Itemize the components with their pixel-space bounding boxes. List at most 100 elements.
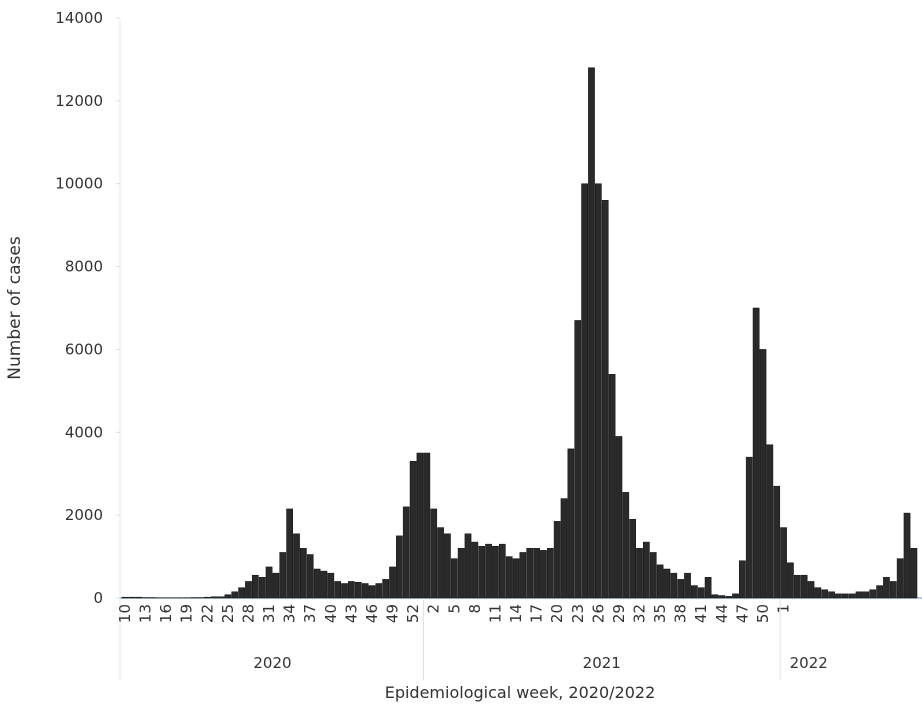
bar xyxy=(718,595,726,599)
x-tick-label: 14 xyxy=(507,604,525,623)
y-tick-label: 14000 xyxy=(55,9,103,27)
bar xyxy=(725,596,733,599)
bar xyxy=(560,498,568,599)
y-axis-label: Number of cases xyxy=(5,236,25,380)
bar xyxy=(375,583,383,599)
x-tick-label: 43 xyxy=(342,604,360,623)
x-tick-label: 31 xyxy=(260,604,278,623)
bar xyxy=(581,183,588,599)
bar xyxy=(341,583,348,599)
bar xyxy=(327,572,335,599)
bar xyxy=(450,558,458,599)
bar xyxy=(293,533,300,599)
x-tick-label: 11 xyxy=(486,604,504,623)
bar xyxy=(382,579,390,599)
bar xyxy=(245,581,252,599)
bar xyxy=(313,568,321,599)
x-tick-label: 1 xyxy=(775,604,793,614)
bar xyxy=(766,444,774,599)
bar xyxy=(793,574,801,599)
x-tick-label: 25 xyxy=(219,604,237,623)
bar xyxy=(739,560,746,599)
bar xyxy=(210,596,218,599)
bar xyxy=(711,594,719,599)
bar xyxy=(649,552,657,599)
bar xyxy=(306,554,314,599)
bar xyxy=(409,461,417,599)
bar xyxy=(492,545,499,599)
bar xyxy=(416,452,424,599)
y-tick-label: 6000 xyxy=(65,340,103,358)
bar xyxy=(512,558,520,599)
bar xyxy=(636,548,643,599)
bar xyxy=(684,572,691,599)
x-tick-label: 2 xyxy=(425,604,443,614)
x-tick-label: 46 xyxy=(363,604,381,623)
x-tick-label: 35 xyxy=(651,604,669,623)
x-tick-label: 22 xyxy=(198,604,216,623)
bar xyxy=(883,577,890,599)
bar xyxy=(251,574,259,599)
bar xyxy=(128,596,136,599)
bar xyxy=(334,581,342,599)
bar xyxy=(135,596,143,599)
bar xyxy=(485,543,492,599)
x-tick-label: 8 xyxy=(466,604,484,614)
bar xyxy=(594,183,602,599)
y-tick-label: 8000 xyxy=(65,258,103,276)
bar xyxy=(444,533,451,599)
bar xyxy=(745,456,753,599)
bar xyxy=(402,506,410,599)
bar xyxy=(670,572,678,599)
bar xyxy=(224,594,232,599)
x-tick-label: 37 xyxy=(301,604,319,623)
bar xyxy=(258,577,266,599)
x-tick-label: 10 xyxy=(116,604,134,623)
bar xyxy=(265,566,273,599)
x-tick-label: 17 xyxy=(528,604,546,623)
bar xyxy=(841,593,849,599)
bar xyxy=(300,548,307,599)
x-tick-label: 5 xyxy=(445,604,463,614)
x-tick-label: 16 xyxy=(157,604,175,623)
x-tick-label: 34 xyxy=(281,604,299,623)
bar xyxy=(203,596,211,599)
bar xyxy=(574,320,582,599)
bar xyxy=(464,533,472,599)
x-tick-label: 19 xyxy=(178,604,196,623)
bar xyxy=(320,570,328,599)
bar xyxy=(505,556,513,599)
bar xyxy=(217,596,225,599)
bar xyxy=(546,548,554,599)
bar xyxy=(354,582,362,599)
y-tick-label: 2000 xyxy=(65,506,103,524)
bar xyxy=(643,541,650,599)
bar xyxy=(656,564,664,599)
bar xyxy=(430,508,438,599)
x-tick-label: 26 xyxy=(589,604,607,623)
bar xyxy=(896,558,904,599)
year-label: 2020 xyxy=(253,654,291,672)
bar xyxy=(389,566,396,599)
y-tick-label: 12000 xyxy=(55,92,103,110)
bar xyxy=(759,349,767,599)
bar xyxy=(821,589,829,599)
x-tick-label: 44 xyxy=(713,604,731,623)
bar xyxy=(423,452,431,599)
x-tick-label: 50 xyxy=(754,604,772,623)
bar xyxy=(828,591,835,599)
bar xyxy=(663,568,671,599)
bar xyxy=(629,519,636,599)
bar xyxy=(691,585,698,599)
bar xyxy=(732,593,739,599)
bar xyxy=(807,581,815,599)
bar xyxy=(121,596,129,599)
bar xyxy=(787,562,794,599)
bar xyxy=(519,552,527,599)
bar xyxy=(231,591,239,599)
x-axis-label: Epidemiological week, 2020/2022 xyxy=(385,683,656,702)
bar xyxy=(553,521,561,599)
bar xyxy=(348,581,355,599)
x-tick-label: 32 xyxy=(631,604,649,623)
bar xyxy=(677,579,685,599)
